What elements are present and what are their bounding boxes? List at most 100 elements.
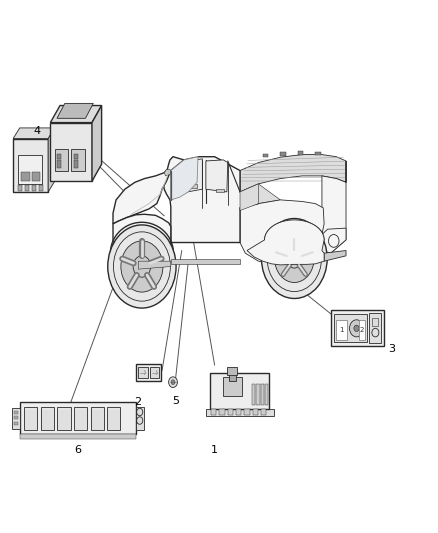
Bar: [14, 422, 18, 425]
Bar: [14, 416, 18, 419]
Bar: [107, 407, 120, 430]
Bar: [91, 407, 104, 430]
Bar: [298, 151, 303, 155]
Polygon shape: [240, 184, 280, 208]
Bar: [136, 364, 161, 381]
Polygon shape: [240, 184, 258, 211]
Polygon shape: [113, 214, 171, 243]
Circle shape: [121, 241, 163, 292]
Text: 6: 6: [74, 446, 81, 455]
Polygon shape: [20, 434, 136, 439]
Bar: [359, 320, 365, 340]
Polygon shape: [171, 159, 202, 200]
Bar: [21, 172, 30, 181]
Bar: [39, 185, 43, 191]
Bar: [372, 318, 378, 326]
Bar: [25, 185, 29, 191]
Bar: [13, 139, 48, 192]
Text: 5: 5: [172, 396, 179, 406]
Circle shape: [108, 225, 176, 308]
Polygon shape: [113, 243, 171, 272]
Polygon shape: [210, 373, 269, 409]
Circle shape: [169, 377, 177, 387]
Circle shape: [261, 219, 327, 298]
Bar: [315, 152, 321, 155]
Polygon shape: [48, 128, 55, 192]
Polygon shape: [12, 408, 20, 429]
Bar: [244, 409, 250, 415]
Bar: [188, 184, 197, 188]
Bar: [18, 155, 42, 184]
Bar: [252, 384, 255, 405]
Text: 1: 1: [211, 446, 218, 455]
Polygon shape: [247, 220, 324, 265]
Bar: [334, 314, 367, 342]
Bar: [55, 149, 68, 171]
Circle shape: [354, 325, 359, 332]
Polygon shape: [322, 161, 346, 253]
Bar: [261, 409, 266, 415]
Bar: [32, 172, 40, 181]
Bar: [369, 313, 381, 343]
Polygon shape: [138, 261, 171, 269]
Text: 4: 4: [34, 126, 41, 135]
Polygon shape: [113, 157, 184, 224]
Polygon shape: [322, 228, 346, 253]
Bar: [18, 185, 22, 191]
Bar: [227, 367, 237, 375]
Bar: [138, 367, 148, 378]
Polygon shape: [324, 251, 346, 261]
Bar: [41, 407, 54, 430]
Polygon shape: [206, 160, 228, 192]
Circle shape: [171, 379, 175, 385]
Polygon shape: [163, 157, 258, 243]
Polygon shape: [115, 244, 134, 257]
Bar: [256, 384, 260, 405]
Text: 2: 2: [134, 398, 141, 407]
Bar: [74, 154, 78, 159]
Bar: [32, 185, 36, 191]
Bar: [263, 154, 268, 157]
Bar: [74, 407, 87, 430]
Polygon shape: [13, 128, 55, 139]
Polygon shape: [134, 243, 138, 247]
Bar: [265, 384, 268, 405]
Bar: [331, 310, 384, 346]
Bar: [223, 377, 242, 396]
Bar: [219, 409, 225, 415]
Bar: [57, 160, 61, 168]
Bar: [50, 123, 92, 181]
Bar: [216, 189, 224, 192]
Polygon shape: [164, 169, 171, 176]
Bar: [14, 411, 18, 414]
Circle shape: [133, 258, 138, 264]
Text: 1: 1: [339, 327, 343, 333]
Bar: [150, 367, 159, 378]
Circle shape: [350, 320, 364, 337]
Circle shape: [275, 235, 314, 282]
Polygon shape: [57, 103, 93, 118]
Text: 3: 3: [389, 344, 396, 354]
Polygon shape: [92, 106, 102, 181]
Bar: [74, 160, 78, 168]
Bar: [229, 369, 236, 381]
Polygon shape: [171, 157, 198, 200]
Bar: [57, 154, 61, 159]
Polygon shape: [113, 243, 119, 248]
Bar: [20, 402, 136, 434]
Bar: [261, 384, 264, 405]
Bar: [57, 407, 71, 430]
Bar: [211, 409, 216, 415]
Polygon shape: [240, 155, 346, 192]
Polygon shape: [50, 106, 102, 123]
Bar: [253, 409, 258, 415]
Polygon shape: [206, 409, 274, 416]
Bar: [336, 320, 347, 340]
Circle shape: [113, 257, 120, 265]
Bar: [24, 407, 37, 430]
Text: 2: 2: [360, 327, 364, 333]
Polygon shape: [240, 200, 324, 265]
Polygon shape: [171, 259, 240, 264]
Bar: [280, 152, 286, 156]
Polygon shape: [136, 407, 144, 430]
